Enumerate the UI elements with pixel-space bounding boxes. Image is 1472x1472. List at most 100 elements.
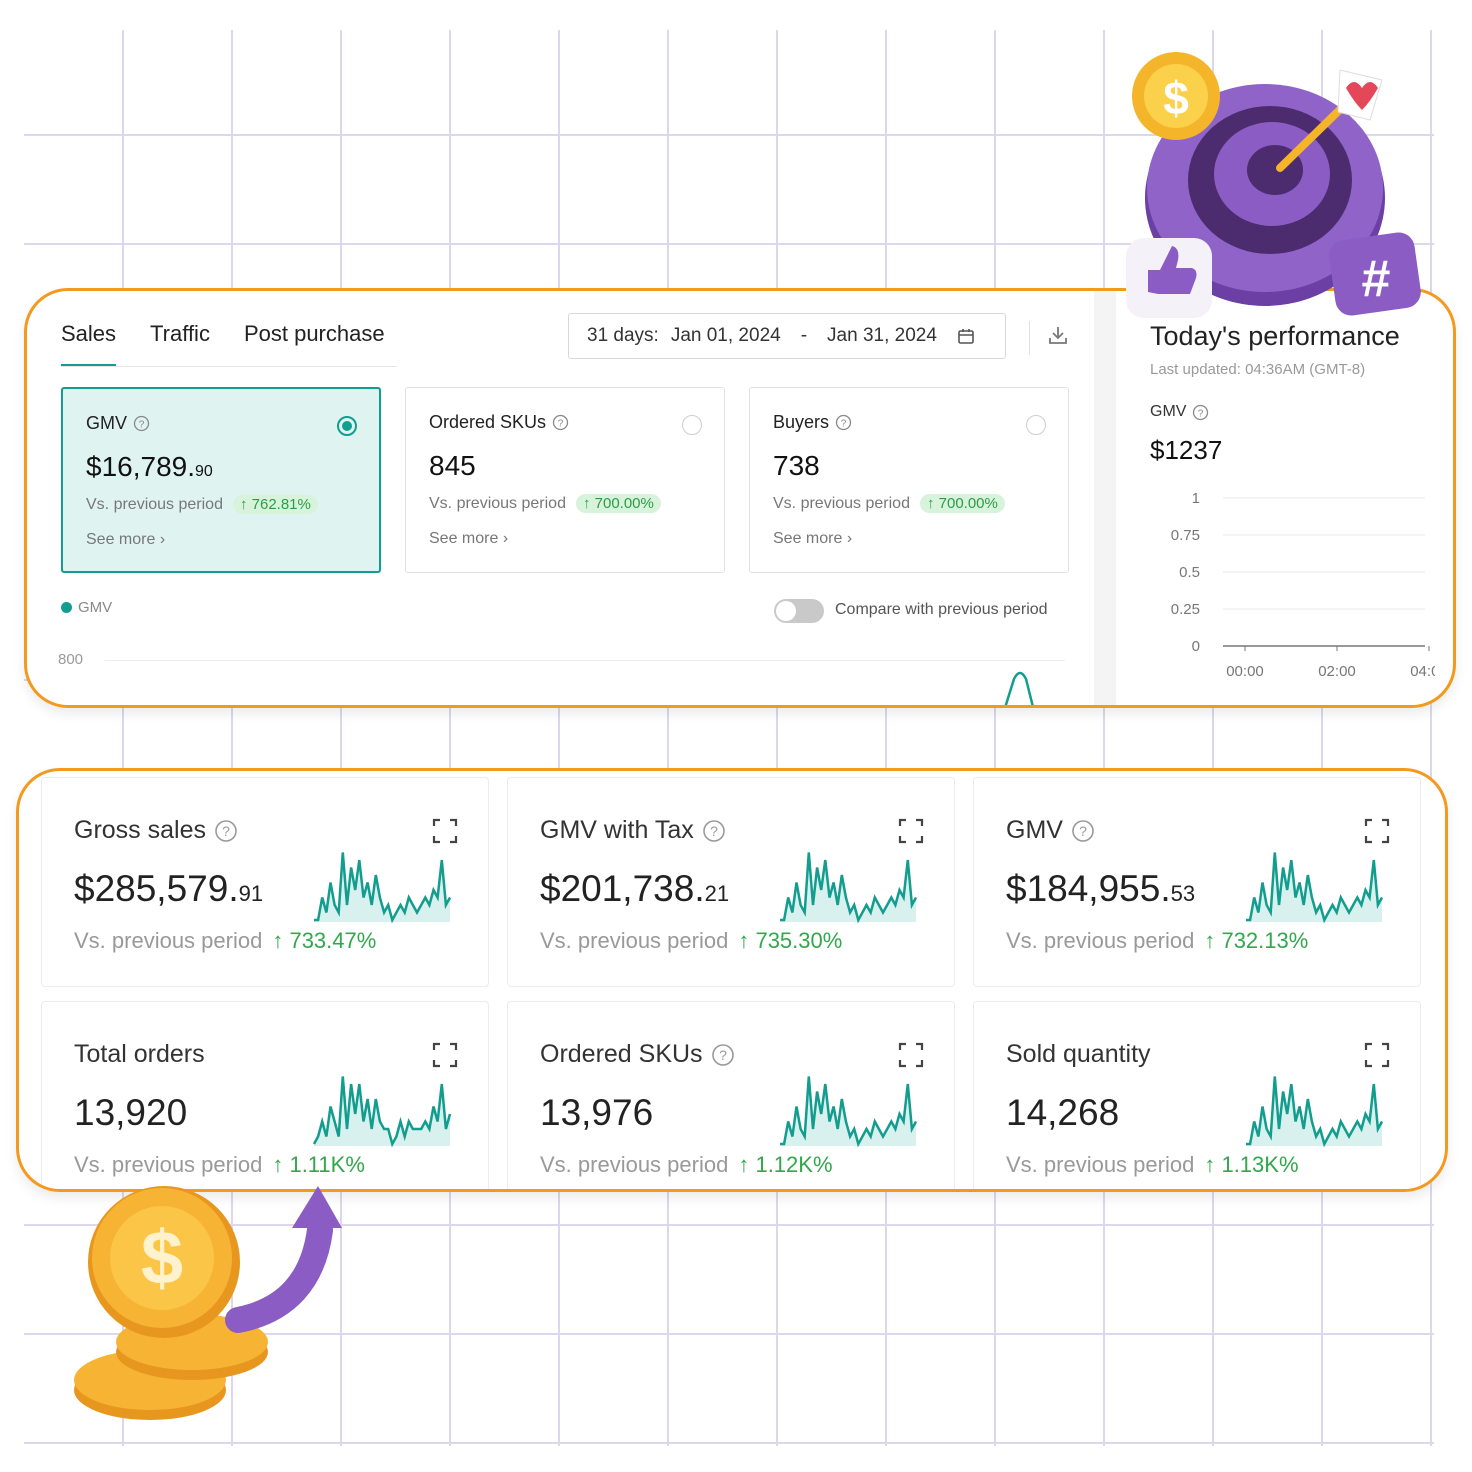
help-icon[interactable]: ? xyxy=(552,414,569,431)
kpi-value: 13,976 xyxy=(540,1092,653,1134)
sparkline-line xyxy=(312,1076,452,1148)
today-line-chart: 1 0.75 0.5 0.25 0 00:00 02:00 04:00 xyxy=(1171,490,1435,680)
expand-icon[interactable] xyxy=(1364,818,1390,844)
tab-traffic[interactable]: Traffic xyxy=(150,321,210,346)
kpi-change: ↑ 733.47% xyxy=(272,928,377,953)
kpi-value-main: $285,579. xyxy=(74,868,239,909)
sparkline-area xyxy=(314,852,450,922)
change-value: 762.81% xyxy=(251,496,311,513)
metric-card-comparison: Vs. previous period ↑ 700.00% xyxy=(773,494,1005,513)
expand-icon[interactable] xyxy=(432,818,458,844)
expand-icon[interactable] xyxy=(1364,1042,1390,1068)
kpi-sparkline xyxy=(780,1076,918,1148)
kpi-value-main: $184,955. xyxy=(1006,868,1171,909)
see-more-text[interactable]: See more xyxy=(429,530,499,547)
download-icon[interactable] xyxy=(1047,324,1069,346)
kpi-change-value: 733.47% xyxy=(289,928,377,953)
metric-radio[interactable] xyxy=(1026,415,1046,435)
coins-decoration: $ xyxy=(74,1186,342,1420)
help-icon[interactable]: ? xyxy=(1071,819,1095,843)
kpi-value: 13,920 xyxy=(74,1092,187,1134)
metric-card-buyers[interactable]: Buyers ? 738 Vs. previous period ↑ 700.0… xyxy=(749,387,1069,573)
kpi-gmv[interactable]: GMV? $184,955.53 Vs. previous period ↑ 732.… xyxy=(973,777,1421,987)
help-icon[interactable]: ? xyxy=(835,414,852,431)
kpi-gross-sales[interactable]: Gross sales? $285,579.91 Vs. previous peri… xyxy=(41,777,489,987)
kpi-value: 14,268 xyxy=(1006,1092,1119,1134)
date-range-picker[interactable]: 31 days: Jan 01, 2024 - Jan 31, 2024 xyxy=(568,313,1006,359)
kpi-change-value: 1.13K% xyxy=(1221,1152,1299,1177)
kpi-sold-quantity[interactable]: Sold quantity 14,268 Vs. previous period ↑ … xyxy=(973,1001,1421,1189)
metric-card-ordered-skus[interactable]: Ordered SKUs ? 845 Vs. previous period ↑… xyxy=(405,387,725,573)
kpi-title: GMV with Tax? xyxy=(540,816,726,845)
sparkline-line xyxy=(780,852,918,924)
sparkline-area xyxy=(780,852,916,922)
metric-card-title: GMV ? xyxy=(86,413,150,434)
sales-overview-panel: Sales Traffic Post purchase 31 days: Jan… xyxy=(24,288,1456,708)
metric-card-value: $16,789.90 xyxy=(86,451,213,483)
date-to[interactable]: Jan 31, 2024 xyxy=(827,325,937,346)
help-icon[interactable]: ? xyxy=(214,819,238,843)
see-more-text[interactable]: See more xyxy=(773,530,843,547)
see-more-link[interactable]: See more › xyxy=(429,530,509,547)
see-more-text[interactable]: See more xyxy=(86,531,156,548)
date-range-prefix: 31 days: xyxy=(587,325,659,346)
y-tick-label: 0 xyxy=(1192,638,1200,655)
kpi-value: $201,738.21 xyxy=(540,868,729,910)
kpi-change-value: 1.12K% xyxy=(755,1152,833,1177)
kpi-gmv-with-tax[interactable]: GMV with Tax? $201,738.21 Vs. previous per… xyxy=(507,777,955,987)
svg-text:?: ? xyxy=(1079,823,1087,839)
metric-card-gmv[interactable]: GMV ? $16,789.90 Vs. previous period ↑ 7… xyxy=(61,387,381,573)
sparkline-line xyxy=(780,1076,918,1148)
kpi-value-cents: 91 xyxy=(238,881,264,906)
kpi-title-text: GMV with Tax xyxy=(540,816,694,844)
compare-toggle[interactable] xyxy=(774,599,824,623)
section-divider xyxy=(1094,291,1116,705)
date-from[interactable]: Jan 01, 2024 xyxy=(670,325,781,346)
help-icon[interactable]: ? xyxy=(702,819,726,843)
y-tick-label: 1 xyxy=(1192,490,1200,507)
legend-dot xyxy=(61,602,72,613)
metric-card-title-text: Buyers xyxy=(773,412,830,432)
svg-text:?: ? xyxy=(841,418,847,429)
change-badge: ↑ 762.81% xyxy=(232,495,318,514)
metric-radio[interactable] xyxy=(682,415,702,435)
kpi-title-text: Gross sales xyxy=(74,816,206,844)
kpi-comparison: Vs. previous period ↑ 735.30% xyxy=(540,928,842,954)
change-value: 700.00% xyxy=(938,495,998,512)
y-tick-label: 0.75 xyxy=(1171,527,1200,544)
calendar-icon[interactable] xyxy=(957,327,975,345)
metric-card-title-text: Ordered SKUs xyxy=(429,412,547,432)
kpi-title-text: GMV xyxy=(1006,816,1063,844)
kpi-ordered-skus[interactable]: Ordered SKUs? 13,976 Vs. previous period ↑ … xyxy=(507,1001,955,1189)
x-tick-label: 00:00 xyxy=(1226,663,1264,680)
expand-icon[interactable] xyxy=(898,1042,924,1068)
svg-text:?: ? xyxy=(222,823,230,839)
toolbar-divider xyxy=(1029,321,1030,355)
x-tick-label: 02:00 xyxy=(1318,663,1356,680)
kpi-title: Sold quantity xyxy=(1006,1040,1151,1069)
last-updated: Last updated: 04:36AM (GMT-8) xyxy=(1150,361,1366,378)
kpi-value-cents: 53 xyxy=(1170,881,1196,906)
help-icon[interactable]: ? xyxy=(1192,404,1209,421)
tab-sales[interactable]: Sales xyxy=(61,321,117,367)
change-value: 700.00% xyxy=(594,495,654,512)
sparkline-line xyxy=(1246,1076,1384,1148)
metric-radio-selected[interactable] xyxy=(337,416,357,436)
see-more-link[interactable]: See more › xyxy=(773,530,853,547)
expand-icon[interactable] xyxy=(898,818,924,844)
help-icon[interactable]: ? xyxy=(711,1043,735,1067)
expand-icon[interactable] xyxy=(432,1042,458,1068)
kpi-total-orders[interactable]: Total orders 13,920 Vs. previous period ↑ 1… xyxy=(41,1001,489,1189)
svg-text:$: $ xyxy=(1163,72,1189,124)
kpi-panel: Gross sales? $285,579.91 Vs. previous peri… xyxy=(16,768,1448,1192)
see-more-link[interactable]: See more › xyxy=(86,531,166,548)
kpi-comparison: Vs. previous period ↑ 732.13% xyxy=(1006,928,1308,954)
change-badge: ↑ 700.00% xyxy=(575,494,661,513)
tab-bar: Sales Traffic Post purchase xyxy=(61,321,385,367)
svg-text:?: ? xyxy=(558,418,564,429)
help-icon[interactable]: ? xyxy=(133,415,150,432)
kpi-value-main: $201,738. xyxy=(540,868,705,909)
tab-post-purchase[interactable]: Post purchase xyxy=(243,321,385,346)
metric-card-title-text: GMV xyxy=(86,413,128,433)
kpi-value-main: 13,976 xyxy=(540,1092,654,1133)
